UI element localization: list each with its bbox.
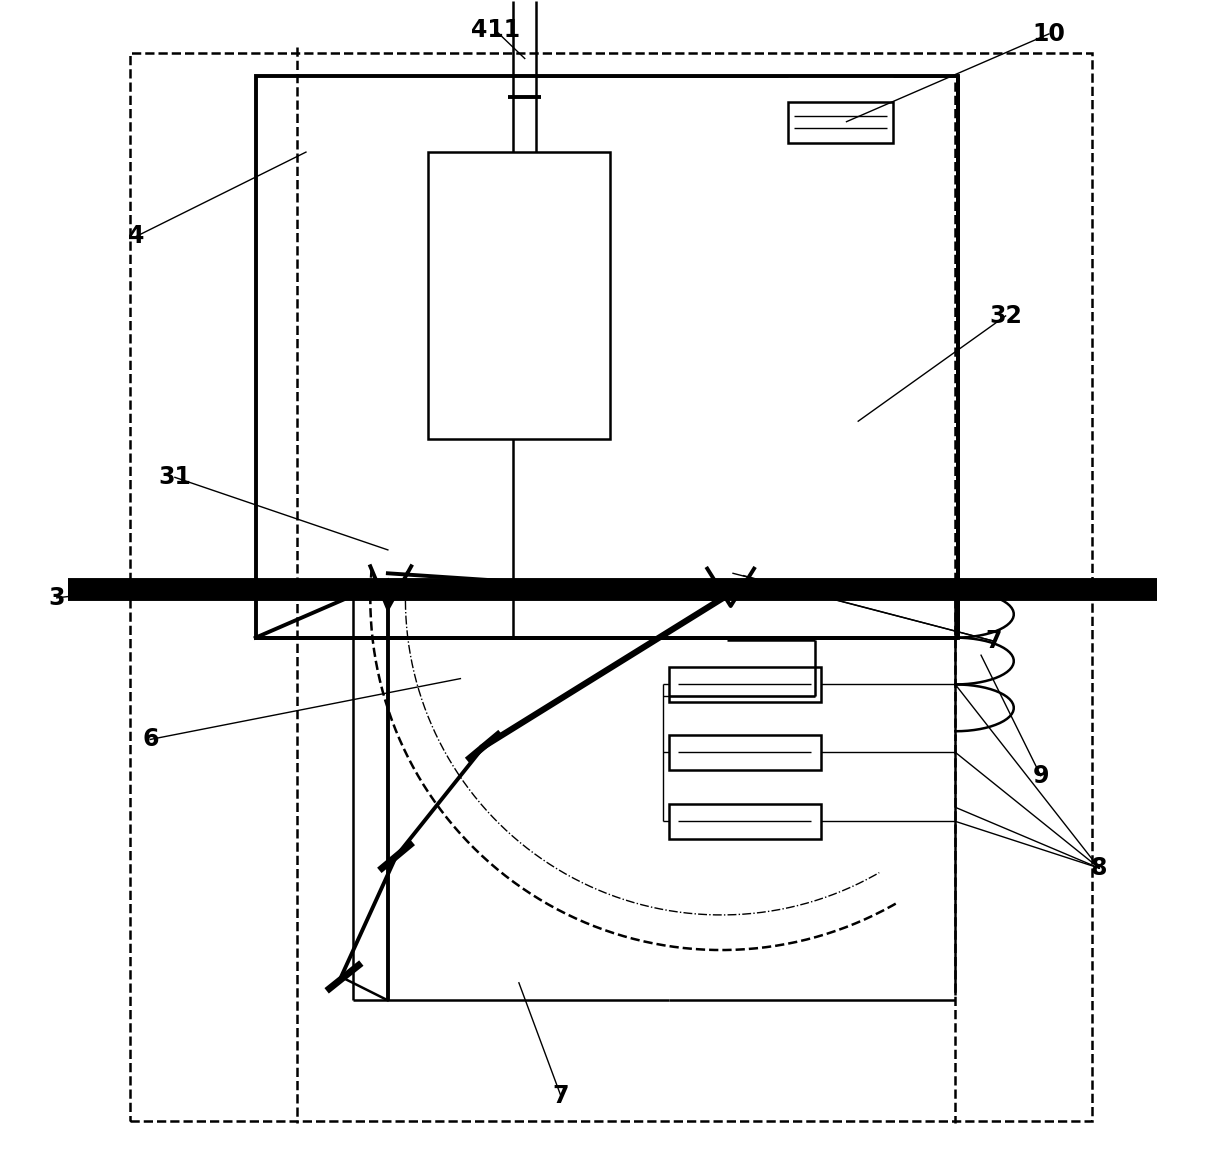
Text: 4: 4 xyxy=(129,225,145,248)
Text: 9: 9 xyxy=(1033,764,1049,787)
Bar xyxy=(428,152,610,439)
Text: 8: 8 xyxy=(1091,856,1107,880)
Bar xyxy=(788,102,893,143)
Text: 10: 10 xyxy=(1033,22,1066,46)
Text: 32: 32 xyxy=(989,304,1022,328)
Text: 411: 411 xyxy=(470,19,521,42)
Bar xyxy=(69,580,1156,599)
Text: 31: 31 xyxy=(158,466,191,489)
Text: 7: 7 xyxy=(986,629,1002,653)
Bar xyxy=(669,667,821,702)
Text: 3: 3 xyxy=(49,586,65,610)
Bar xyxy=(669,735,821,770)
Text: 7: 7 xyxy=(552,1085,570,1108)
Bar xyxy=(669,804,821,839)
Text: 6: 6 xyxy=(142,728,158,751)
